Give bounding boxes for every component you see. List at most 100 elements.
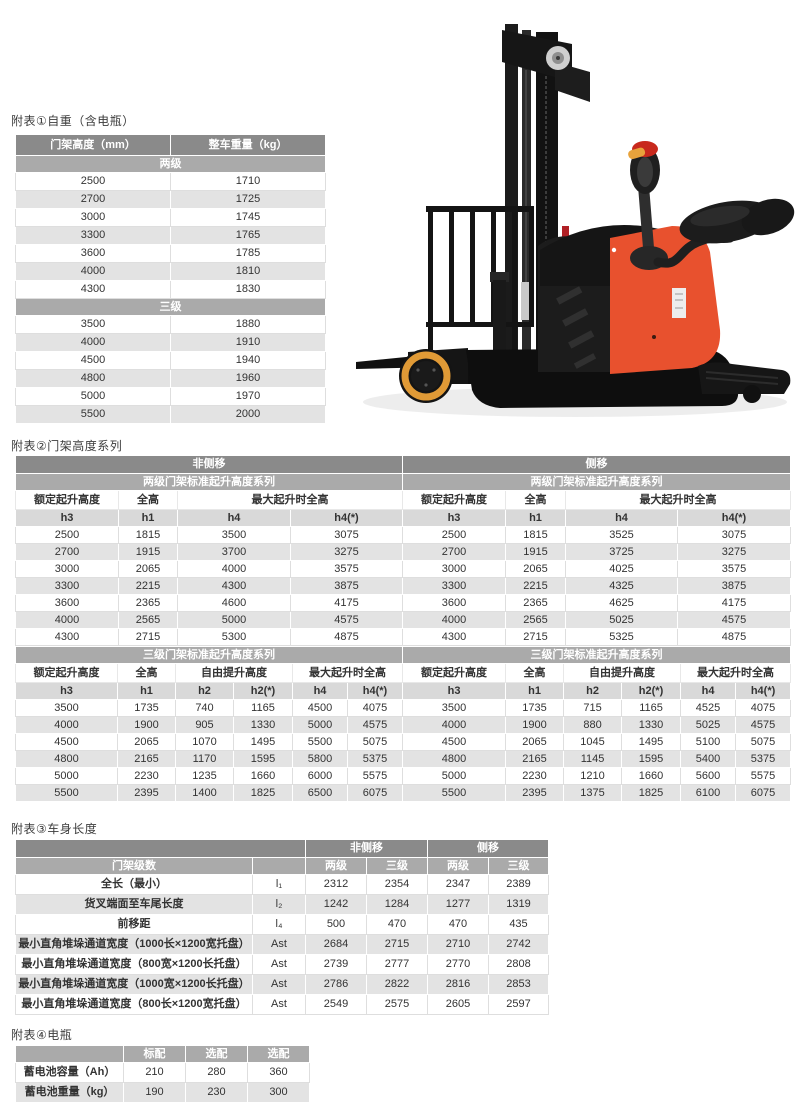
table-cell: 最小直角堆垛通道宽度（800长×1200宽托盘） <box>15 994 253 1015</box>
table-cell: 1725 <box>170 190 326 209</box>
table-cell: 2065 <box>117 733 176 751</box>
section-row: 两级 <box>15 155 326 173</box>
table-cell: 4175 <box>290 594 403 612</box>
table-cell: 5025 <box>565 611 678 629</box>
front-wheel <box>399 349 453 403</box>
table-cell: 4525 <box>680 699 737 717</box>
table-cell: 2715 <box>366 934 428 955</box>
table-cell: 6500 <box>292 784 348 802</box>
sideshift-band-row: 非侧移 侧移 <box>15 839 549 858</box>
table-cell: 300 <box>247 1082 310 1103</box>
reach-truck-photo <box>356 24 795 417</box>
table-row: 蓄电池容量（Ah） 210 280 360 <box>15 1062 310 1083</box>
table-cell: 3000 <box>402 560 506 578</box>
table-cell: 4000 <box>15 716 118 734</box>
table-cell: 3500 <box>177 526 291 544</box>
table-cell: 2354 <box>366 874 428 895</box>
table-cell: 4625 <box>565 594 678 612</box>
operator-platform <box>698 362 791 403</box>
group-header: 最大起升时全高 <box>680 663 792 683</box>
symbol: h4 <box>680 682 737 700</box>
table-cell: 1595 <box>621 750 682 768</box>
table-cell: 4800 <box>402 750 507 768</box>
table-cell: 880 <box>563 716 623 734</box>
table-cell: 2597 <box>488 994 549 1015</box>
table-cell: 2215 <box>118 577 178 595</box>
series-subtitle-row: 两级门架标准起升高度系列 两级门架标准起升高度系列 <box>15 473 791 491</box>
table-cell: 2715 <box>118 628 178 646</box>
table-row: 4500 1940 <box>15 351 326 370</box>
table4-battery: 标配 选配 选配 蓄电池容量（Ah） 210 280 360 蓄电池重量（kg） 190 2… <box>15 1045 310 1103</box>
group-header: 额定起升高度 <box>402 663 507 683</box>
table-cell: 4575 <box>735 716 792 734</box>
symbol: h1 <box>118 509 178 527</box>
table-cell: 2715 <box>505 628 566 646</box>
symbol: h4(*) <box>346 682 404 700</box>
symbol: h4 <box>565 509 678 527</box>
table-cell: 5500 <box>402 784 507 802</box>
mast-stages-header: 门架级数 <box>15 857 253 875</box>
table-cell: 1235 <box>175 767 234 785</box>
empty-cell <box>15 1045 124 1063</box>
table-cell: 5000 <box>177 611 291 629</box>
table-cell: 280 <box>185 1062 248 1083</box>
table-row: 4300 2715 5300 4875 4300 2715 5325 4875 <box>15 628 791 646</box>
table-cell: 3300 <box>402 577 506 595</box>
table2-three-stage: 三级门架标准起升高度系列 三级门架标准起升高度系列 额定起升高度 全高 自由提升… <box>14 646 792 802</box>
table-cell: 5575 <box>346 767 404 785</box>
stage-header-row: 门架级数 两级 三级 两级 三级 <box>15 857 549 875</box>
table-cell: 1815 <box>505 526 566 544</box>
symbol: h4(*) <box>677 509 791 527</box>
table-cell: 2786 <box>305 974 367 995</box>
table-cell: 3600 <box>15 244 171 263</box>
table-cell: 5000 <box>292 716 348 734</box>
table-row: 4000 1910 <box>15 333 326 352</box>
empty-cell <box>252 857 306 875</box>
table-cell: 6075 <box>346 784 404 802</box>
table-cell: 1915 <box>118 543 178 561</box>
table-cell: 1785 <box>170 244 326 263</box>
table-cell: 2742 <box>488 934 549 955</box>
table-cell: 1810 <box>170 262 326 281</box>
table-cell: 1900 <box>505 716 565 734</box>
series-subtitle: 两级门架标准起升高度系列 <box>15 473 403 491</box>
table-cell: 2700 <box>15 190 171 209</box>
table-cell: Ast <box>252 954 306 975</box>
table-cell: 3300 <box>15 226 171 245</box>
table2-title: 附表②门架高度系列 <box>11 439 123 453</box>
table-cell: 2565 <box>118 611 178 629</box>
band-non-sideshift: 非侧移 <box>15 455 403 474</box>
symbol: h2(*) <box>621 682 682 700</box>
table-cell: 3000 <box>15 208 171 227</box>
table-cell: 2395 <box>117 784 176 802</box>
table-cell: 5800 <box>292 750 348 768</box>
table-cell: 3275 <box>677 543 791 561</box>
group-header: 全高 <box>117 663 176 683</box>
table-cell: l₂ <box>252 894 306 915</box>
symbol: h4(*) <box>735 682 792 700</box>
table2-two-stage: 非侧移 侧移 两级门架标准起升高度系列 两级门架标准起升高度系列 额定起升高度 … <box>15 455 791 646</box>
table-cell: 1815 <box>118 526 178 544</box>
table-cell: 1880 <box>170 315 326 334</box>
table-cell: 4000 <box>15 611 119 629</box>
table-cell: 2000 <box>170 405 326 424</box>
table-cell: 2700 <box>402 543 506 561</box>
table-cell: 740 <box>175 699 234 717</box>
group-header-row: 额定起升高度 全高 自由提升高度 最大起升时全高 额定起升高度 全高 自由提升高… <box>15 663 792 683</box>
table-cell: 5600 <box>680 767 737 785</box>
table-cell: 4300 <box>15 280 171 299</box>
table-cell: 1330 <box>621 716 682 734</box>
table-cell: 1660 <box>233 767 293 785</box>
table-row: 4000 2565 5000 4575 4000 2565 5025 4575 <box>15 611 791 629</box>
symbol: h3 <box>402 509 506 527</box>
table-cell: 1765 <box>170 226 326 245</box>
table-cell: 2822 <box>366 974 428 995</box>
table-cell: 2816 <box>427 974 489 995</box>
group-header: 最大起升时全高 <box>177 490 403 510</box>
table-cell: 2684 <box>305 934 367 955</box>
table-cell: 1910 <box>170 333 326 352</box>
column-header: 门架高度（mm） <box>15 134 171 156</box>
armrest <box>679 198 795 244</box>
table-cell: 2605 <box>427 994 489 1015</box>
